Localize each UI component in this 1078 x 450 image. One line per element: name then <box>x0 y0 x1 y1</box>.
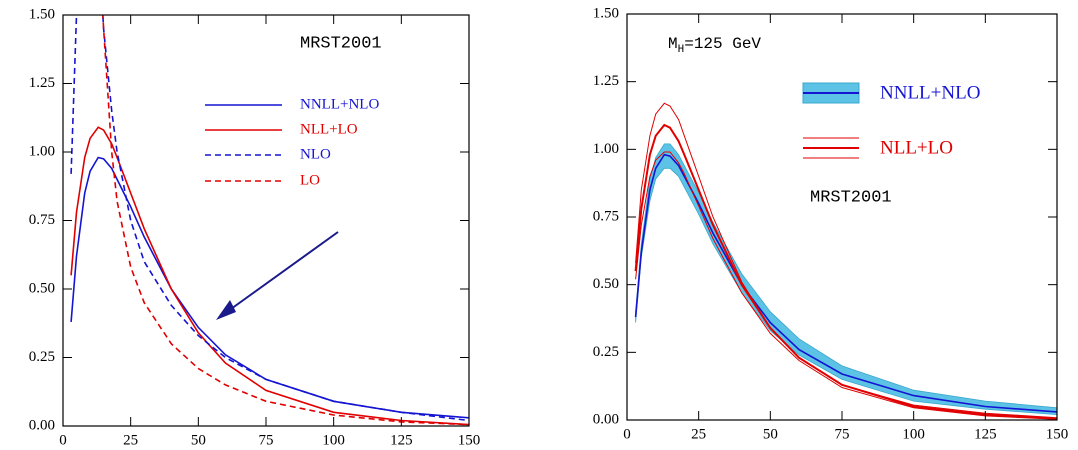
series-line <box>635 151 1057 420</box>
mass-symbol: M <box>668 35 678 53</box>
frame <box>626 13 1058 421</box>
series-line <box>70 156 469 419</box>
y-tick-label: 0.00 <box>29 417 55 433</box>
x-tick-label: 125 <box>974 426 997 442</box>
mass-rest: =125 GeV <box>684 35 761 53</box>
x-tick-label: 0 <box>59 432 67 448</box>
x-tick-label: 50 <box>191 432 206 448</box>
legend-label: NNLL+NLO <box>300 96 379 112</box>
x-tick-label: 25 <box>123 432 138 448</box>
x-tick-label: 150 <box>1046 426 1069 442</box>
series-line <box>634 153 1057 413</box>
series-line <box>634 123 1057 420</box>
y-tick-label: 0.75 <box>29 212 55 228</box>
y-tick-label: 0.50 <box>593 276 619 292</box>
x-tick-label: 150 <box>458 432 481 448</box>
y-tick-label: 1.25 <box>29 75 55 91</box>
y-tick-label: 1.25 <box>593 73 619 89</box>
y-tick-label: 1.00 <box>593 141 619 157</box>
series-line <box>70 15 469 422</box>
y-tick-label: 0.75 <box>593 208 619 224</box>
mass-subscript: H <box>678 44 685 56</box>
legend-label: LO <box>300 172 320 188</box>
y-tick-label: 1.50 <box>593 5 619 21</box>
legend-label: NNLL+NLO <box>880 82 980 103</box>
series-line <box>70 126 469 426</box>
x-tick-label: 125 <box>390 432 413 448</box>
legend-label: NLL+LO <box>300 121 358 137</box>
legend-label: NLO <box>300 146 331 162</box>
mass-label: MH=125 GeV <box>668 35 761 56</box>
y-tick-label: 1.50 <box>29 6 55 22</box>
frame <box>62 14 470 427</box>
plot-area <box>634 102 1057 420</box>
x-tick-label: 100 <box>902 426 925 442</box>
annotation: MRST2001 <box>810 188 892 207</box>
x-tick-label: 25 <box>691 426 706 442</box>
y-tick-label: 0.50 <box>29 280 55 296</box>
y-tick-label: 0.25 <box>29 349 55 365</box>
legend-label: NLL+LO <box>880 137 953 158</box>
annotation: MRST2001 <box>300 34 382 53</box>
x-tick-label: 0 <box>623 426 631 442</box>
x-tick-label: 50 <box>763 426 778 442</box>
y-tick-label: 1.00 <box>29 143 55 159</box>
x-tick-label: 75 <box>835 426 850 442</box>
series-line <box>102 15 469 426</box>
y-tick-label: 0.00 <box>593 411 619 427</box>
plot-area <box>70 15 469 426</box>
x-tick-label: 75 <box>259 432 274 448</box>
arrow <box>223 231 339 315</box>
x-tick-label: 100 <box>322 432 345 448</box>
uncertainty-band <box>635 143 1057 416</box>
y-tick-label: 0.25 <box>593 344 619 360</box>
arrow-head <box>216 300 236 320</box>
